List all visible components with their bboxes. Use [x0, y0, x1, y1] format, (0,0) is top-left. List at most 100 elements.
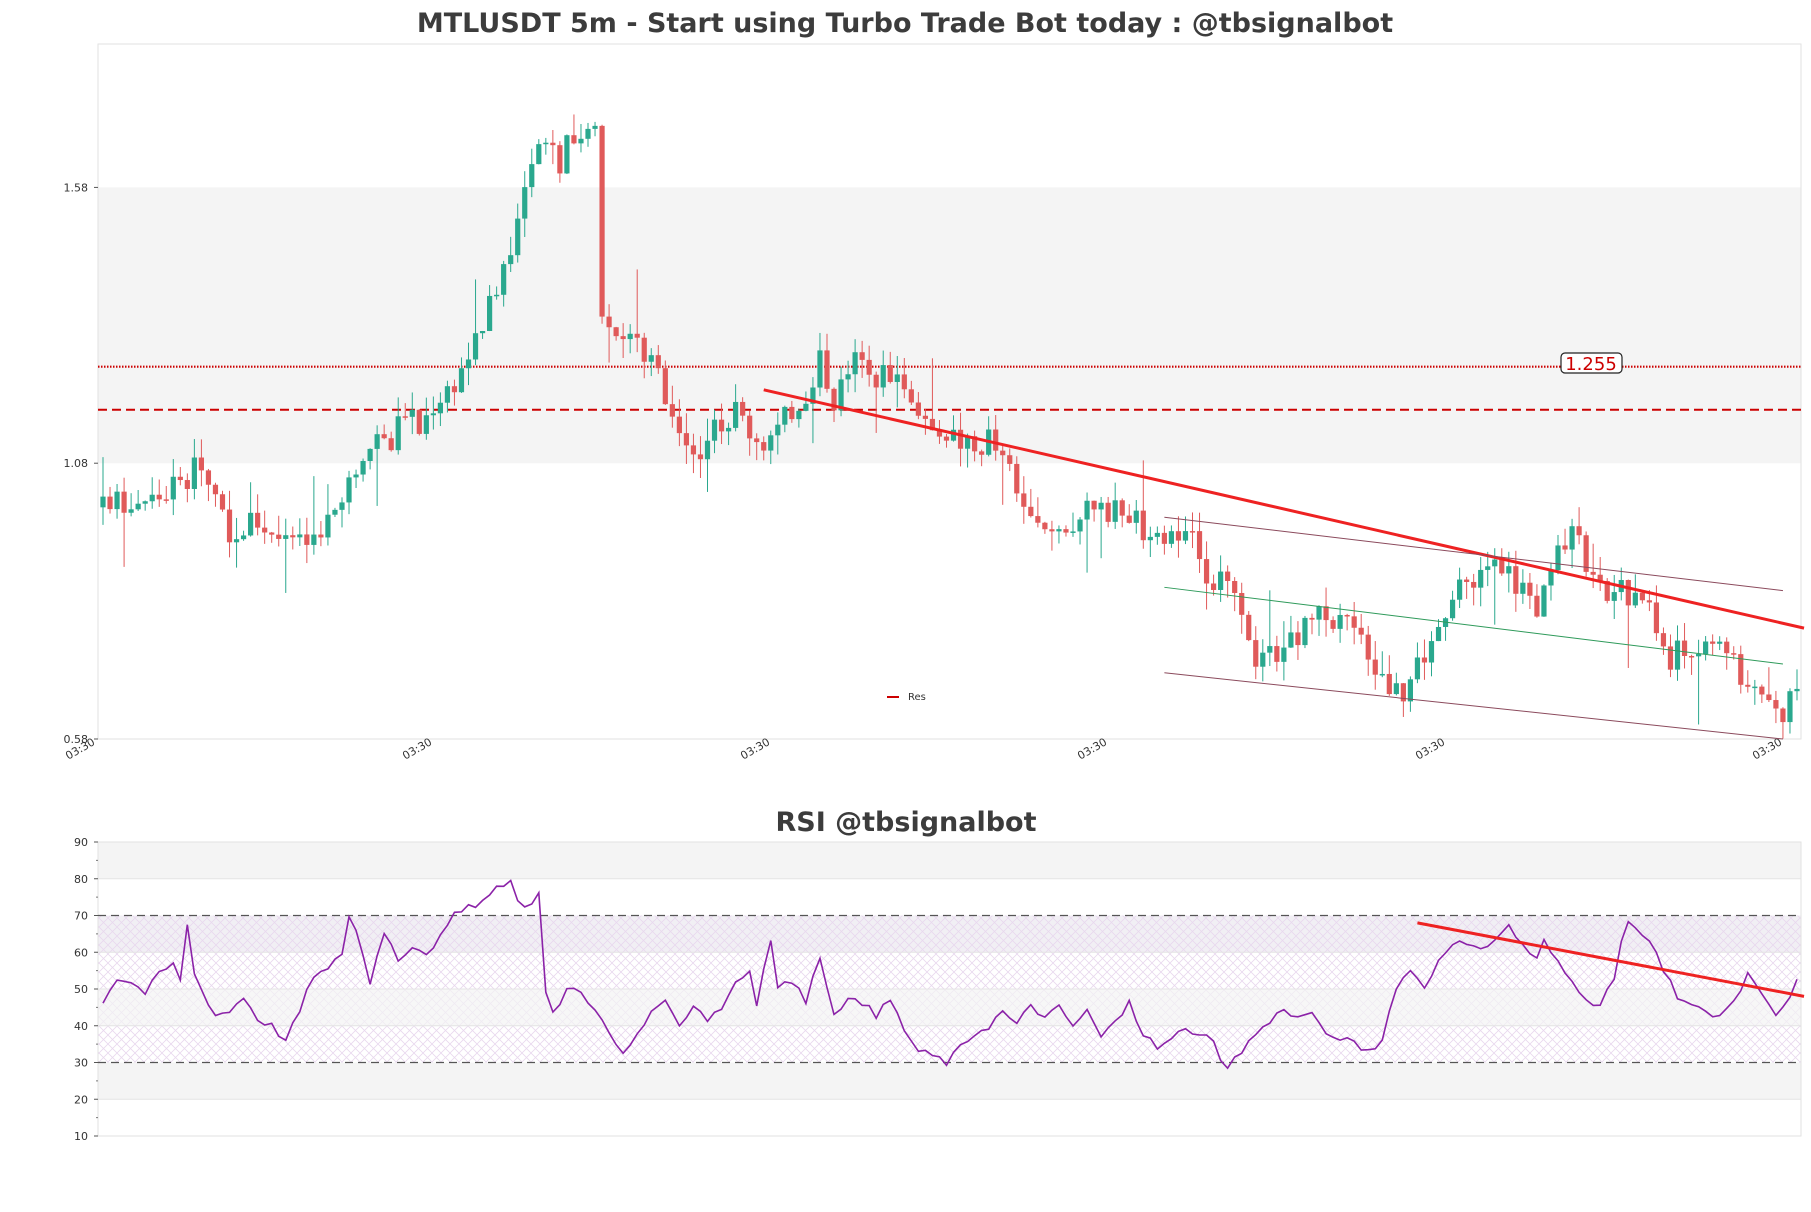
candle-body: [697, 454, 704, 460]
candle: [655, 345, 661, 374]
candle: [1056, 525, 1062, 544]
candle-body: [290, 535, 296, 538]
candle-body: [1457, 579, 1463, 600]
candle-body: [1766, 694, 1772, 701]
candle: [1316, 605, 1322, 636]
rsi-y-tick-label: 20: [74, 1093, 88, 1106]
price-y-axis: 0.58 1.08 1.58: [64, 181, 98, 746]
candle-body: [1035, 516, 1041, 523]
candle-body: [1688, 656, 1695, 658]
candle-body: [1780, 708, 1786, 723]
candle: [599, 124, 605, 324]
candle: [1632, 574, 1638, 608]
candle: [276, 515, 282, 547]
candle-body: [803, 403, 809, 411]
candle-body: [311, 534, 317, 545]
candle: [430, 396, 436, 430]
candle: [416, 409, 422, 436]
candle-body: [859, 352, 865, 360]
candle: [1752, 679, 1758, 705]
candle-body: [1703, 641, 1709, 655]
candle: [536, 139, 542, 165]
candle-body: [1787, 691, 1793, 723]
candle-body: [1393, 683, 1399, 695]
candle-body: [1738, 654, 1744, 685]
candle-body: [1492, 559, 1498, 567]
candle: [325, 484, 331, 546]
candle: [437, 392, 443, 427]
candle: [1534, 584, 1540, 618]
candle: [1232, 577, 1238, 612]
candle-body: [1365, 634, 1371, 660]
candle-body: [1794, 688, 1800, 692]
rsi-band-bottom: [98, 1062, 1801, 1100]
candle: [1028, 488, 1034, 518]
candle: [1274, 635, 1280, 672]
candle-body: [149, 494, 155, 502]
candle-body: [634, 333, 640, 338]
candle: [1119, 498, 1125, 528]
candle: [290, 526, 296, 550]
candle: [198, 439, 205, 487]
candle-body: [704, 440, 711, 460]
candle: [248, 482, 254, 537]
candle: [1105, 496, 1111, 528]
candle-body: [198, 457, 205, 471]
candle-body: [465, 359, 472, 369]
candle-body: [486, 295, 493, 331]
candle: [381, 424, 387, 440]
candle-body: [1681, 640, 1688, 657]
candle: [1084, 492, 1090, 573]
candle: [866, 345, 872, 387]
candle: [515, 203, 521, 263]
candle: [1189, 512, 1196, 549]
price-trendline: [763, 388, 1805, 630]
candle: [1253, 626, 1259, 680]
candle-body: [255, 512, 261, 528]
candle: [1688, 654, 1695, 675]
candle: [458, 357, 465, 393]
candle-body: [423, 415, 429, 434]
candle: [1414, 642, 1421, 684]
candle: [964, 433, 971, 468]
candle: [304, 517, 310, 564]
candle-body: [1260, 652, 1266, 667]
candle-body: [128, 509, 134, 513]
candle-body: [240, 535, 247, 540]
candle-body: [1414, 657, 1421, 680]
candle: [725, 422, 732, 446]
candle: [240, 530, 247, 541]
candle: [1021, 476, 1027, 524]
candle: [690, 433, 697, 474]
price-level-label: 1.255: [1560, 352, 1623, 375]
candle: [648, 348, 654, 377]
candle: [740, 397, 746, 422]
candle: [332, 507, 338, 518]
candle: [1435, 619, 1442, 642]
candle-body: [508, 255, 514, 265]
candle-body: [641, 337, 647, 362]
candle: [859, 340, 865, 378]
candle: [1302, 615, 1308, 649]
candle: [135, 490, 141, 511]
candle: [662, 360, 668, 405]
candle: [852, 339, 858, 393]
candle: [444, 380, 451, 413]
candle-body: [1133, 510, 1139, 523]
candle: [1323, 587, 1329, 637]
candle: [571, 114, 577, 145]
candle-body: [1337, 614, 1343, 629]
candle: [233, 517, 240, 568]
candle: [887, 351, 893, 384]
candle: [1309, 613, 1315, 635]
candle-body: [529, 164, 535, 188]
price-label-box: [1560, 352, 1623, 374]
candle-body: [360, 460, 366, 475]
candle: [184, 473, 190, 503]
candle: [1112, 482, 1118, 529]
candle-body: [1710, 641, 1716, 644]
candle-body: [205, 470, 212, 485]
candle-body: [1646, 600, 1652, 603]
rsi-series: [102, 879, 1798, 1070]
